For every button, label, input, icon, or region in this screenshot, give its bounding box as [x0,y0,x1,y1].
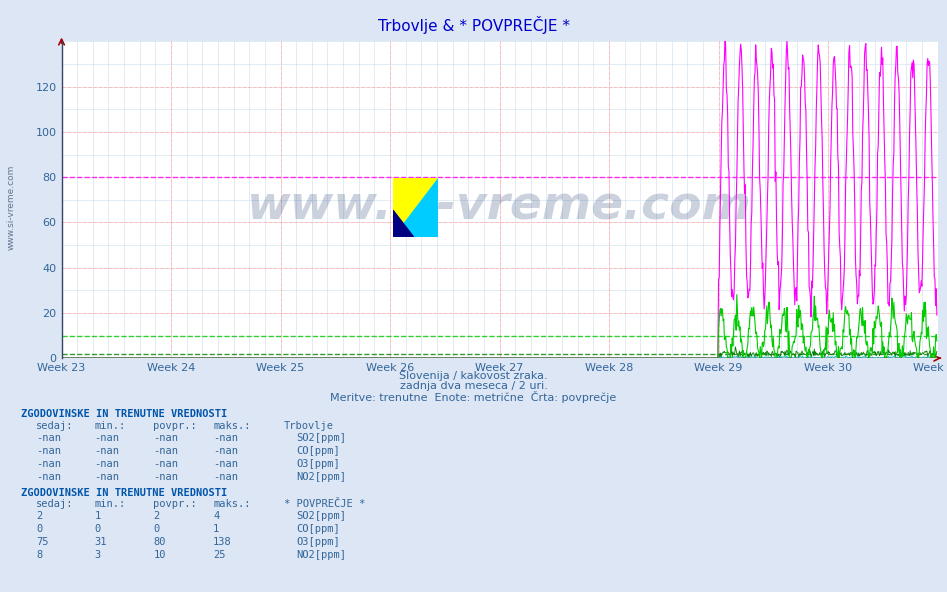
Text: O3[ppm]: O3[ppm] [296,459,340,469]
Text: Trbovlje & * POVPREČJE *: Trbovlje & * POVPREČJE * [378,16,569,34]
Text: 75: 75 [36,538,48,547]
Text: 0: 0 [36,525,43,534]
Text: Trbovlje: Trbovlje [284,422,334,431]
Text: -nan: -nan [213,433,238,443]
Text: www.si-vreme.com: www.si-vreme.com [7,165,16,250]
Text: -nan: -nan [213,446,238,456]
Text: min.:: min.: [95,500,126,509]
Text: 2: 2 [153,511,160,521]
Text: CO[ppm]: CO[ppm] [296,446,340,456]
Text: -nan: -nan [95,472,119,482]
Text: 138: 138 [213,538,232,547]
Text: ZGODOVINSKE IN TRENUTNE VREDNOSTI: ZGODOVINSKE IN TRENUTNE VREDNOSTI [21,410,227,419]
Text: Slovenija / kakovost zraka.: Slovenija / kakovost zraka. [400,371,547,381]
Polygon shape [393,178,438,237]
Text: -nan: -nan [153,433,178,443]
Text: -nan: -nan [36,433,61,443]
Text: SO2[ppm]: SO2[ppm] [296,511,347,521]
Text: 3: 3 [95,551,101,560]
Text: -nan: -nan [213,472,238,482]
Text: -nan: -nan [153,459,178,469]
Text: 31: 31 [95,538,107,547]
Text: www.si-vreme.com: www.si-vreme.com [247,184,752,229]
Text: maks.:: maks.: [213,422,251,431]
Text: -nan: -nan [95,433,119,443]
Text: 25: 25 [213,551,225,560]
Text: sedaj:: sedaj: [36,500,74,509]
Text: zadnja dva meseca / 2 uri.: zadnja dva meseca / 2 uri. [400,381,547,391]
Text: CO[ppm]: CO[ppm] [296,525,340,534]
Text: -nan: -nan [213,459,238,469]
Text: NO2[ppm]: NO2[ppm] [296,551,347,560]
Text: 8: 8 [36,551,43,560]
Text: 0: 0 [153,525,160,534]
Polygon shape [393,210,414,237]
Text: -nan: -nan [95,459,119,469]
Polygon shape [393,178,438,237]
Text: Meritve: trenutne  Enote: metrične  Črta: povprečje: Meritve: trenutne Enote: metrične Črta: … [331,391,616,403]
Text: sedaj:: sedaj: [36,422,74,431]
Text: -nan: -nan [36,446,61,456]
Text: -nan: -nan [36,459,61,469]
Text: * POVPREČJE *: * POVPREČJE * [284,500,366,509]
Text: povpr.:: povpr.: [153,422,197,431]
Text: -nan: -nan [153,472,178,482]
Text: -nan: -nan [153,446,178,456]
Text: maks.:: maks.: [213,500,251,509]
Text: -nan: -nan [36,472,61,482]
Text: min.:: min.: [95,422,126,431]
Text: 1: 1 [213,525,220,534]
Text: NO2[ppm]: NO2[ppm] [296,472,347,482]
Text: 1: 1 [95,511,101,521]
Text: 10: 10 [153,551,166,560]
Text: 2: 2 [36,511,43,521]
Text: SO2[ppm]: SO2[ppm] [296,433,347,443]
Text: 80: 80 [153,538,166,547]
Text: 0: 0 [95,525,101,534]
Text: ZGODOVINSKE IN TRENUTNE VREDNOSTI: ZGODOVINSKE IN TRENUTNE VREDNOSTI [21,488,227,497]
Text: O3[ppm]: O3[ppm] [296,538,340,547]
Text: 4: 4 [213,511,220,521]
Text: -nan: -nan [95,446,119,456]
Text: povpr.:: povpr.: [153,500,197,509]
